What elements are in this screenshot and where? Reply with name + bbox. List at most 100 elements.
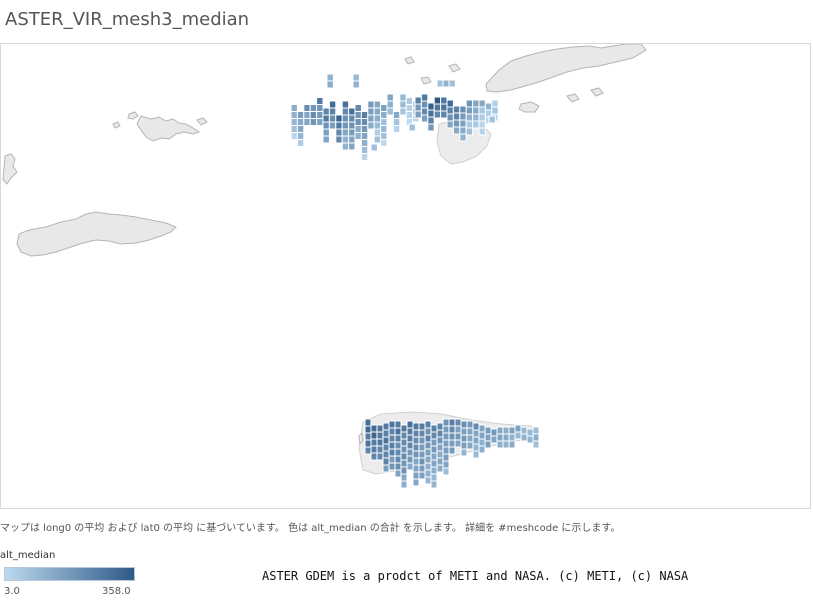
mesh-cell[interactable] bbox=[430, 466, 438, 475]
mesh-cell[interactable] bbox=[406, 427, 414, 436]
mesh-cell[interactable] bbox=[436, 79, 444, 88]
mesh-cell[interactable] bbox=[440, 110, 448, 119]
map-view[interactable] bbox=[0, 43, 811, 509]
mesh-cell[interactable] bbox=[420, 100, 429, 109]
mesh-cell[interactable] bbox=[380, 118, 388, 126]
mesh-cell[interactable] bbox=[459, 119, 467, 128]
mesh-cell[interactable] bbox=[394, 434, 402, 443]
mesh-cell[interactable] bbox=[360, 153, 369, 161]
mesh-cell[interactable] bbox=[526, 428, 534, 437]
mesh-cell[interactable] bbox=[430, 473, 438, 482]
mesh-cell[interactable] bbox=[380, 139, 388, 147]
mesh-cell[interactable] bbox=[414, 103, 422, 112]
mesh-cell[interactable] bbox=[382, 429, 390, 438]
mesh-cell[interactable] bbox=[400, 459, 408, 468]
mesh-cell[interactable] bbox=[400, 480, 408, 489]
mesh-cell[interactable] bbox=[472, 422, 480, 431]
mesh-cell[interactable] bbox=[348, 135, 356, 144]
mesh-cell[interactable] bbox=[412, 457, 420, 466]
mesh-cell[interactable] bbox=[424, 455, 432, 464]
mesh-cell[interactable] bbox=[394, 455, 402, 464]
mesh-cell[interactable] bbox=[354, 118, 362, 126]
mesh-cell[interactable] bbox=[440, 103, 448, 112]
mesh-cell[interactable] bbox=[427, 116, 435, 125]
mesh-cell[interactable] bbox=[348, 128, 356, 137]
mesh-cell[interactable] bbox=[496, 440, 504, 449]
mesh-cell[interactable] bbox=[322, 128, 330, 137]
mesh-cell[interactable] bbox=[472, 450, 480, 459]
mesh-cell[interactable] bbox=[406, 434, 414, 443]
mesh-cell[interactable] bbox=[478, 445, 486, 454]
mesh-cell[interactable] bbox=[354, 104, 362, 112]
mesh-cell[interactable] bbox=[328, 107, 337, 116]
mesh-cell[interactable] bbox=[502, 433, 510, 442]
mesh-cell[interactable] bbox=[373, 135, 382, 144]
mesh-cell[interactable] bbox=[478, 431, 486, 440]
mesh-cell[interactable] bbox=[388, 434, 396, 443]
mesh-cell[interactable] bbox=[388, 455, 396, 464]
mesh-cell[interactable] bbox=[341, 142, 350, 151]
mesh-cell[interactable] bbox=[448, 79, 456, 88]
mesh-cell[interactable] bbox=[328, 100, 337, 109]
mesh-cell[interactable] bbox=[360, 111, 369, 119]
mesh-cell[interactable] bbox=[466, 441, 474, 450]
mesh-cell[interactable] bbox=[436, 436, 444, 445]
mesh-cell[interactable] bbox=[418, 471, 426, 480]
mesh-cell[interactable] bbox=[382, 422, 390, 431]
mesh-cell[interactable] bbox=[448, 432, 456, 441]
mesh-cell[interactable] bbox=[373, 100, 382, 109]
mesh-cell[interactable] bbox=[430, 452, 438, 461]
mesh-cell[interactable] bbox=[399, 107, 407, 116]
mesh-cell[interactable] bbox=[465, 127, 474, 136]
mesh-cell[interactable] bbox=[392, 125, 401, 133]
mesh-cell[interactable] bbox=[382, 450, 390, 459]
mesh-cell[interactable] bbox=[341, 107, 350, 116]
mesh-cell[interactable] bbox=[290, 118, 298, 126]
mesh-cell[interactable] bbox=[502, 440, 510, 449]
mesh-cell[interactable] bbox=[424, 476, 432, 485]
mesh-cell[interactable] bbox=[335, 135, 343, 144]
mesh-cell[interactable] bbox=[316, 118, 324, 126]
mesh-cell[interactable] bbox=[406, 441, 414, 450]
mesh-cell[interactable] bbox=[478, 127, 486, 136]
mesh-cell[interactable] bbox=[400, 431, 408, 440]
mesh-cell[interactable] bbox=[465, 120, 474, 129]
mesh-cell[interactable] bbox=[452, 105, 461, 114]
mesh-cell[interactable] bbox=[380, 104, 388, 112]
mesh-cell[interactable] bbox=[459, 126, 467, 135]
mesh-cell[interactable] bbox=[442, 432, 450, 441]
mesh-cell[interactable] bbox=[367, 114, 375, 123]
mesh-cell[interactable] bbox=[436, 443, 444, 452]
mesh-cell[interactable] bbox=[364, 425, 372, 434]
mesh-cell[interactable] bbox=[412, 422, 420, 431]
mesh-cell[interactable] bbox=[442, 439, 450, 448]
mesh-cell[interactable] bbox=[296, 132, 305, 140]
mesh-cell[interactable] bbox=[322, 121, 330, 130]
mesh-cell[interactable] bbox=[454, 432, 462, 441]
mesh-cell[interactable] bbox=[436, 429, 444, 438]
mesh-cell[interactable] bbox=[406, 455, 414, 464]
mesh-cell[interactable] bbox=[418, 436, 426, 445]
mesh-cell[interactable] bbox=[424, 441, 432, 450]
mesh-cell[interactable] bbox=[370, 438, 378, 447]
mesh-cell[interactable] bbox=[400, 473, 408, 482]
mesh-cell[interactable] bbox=[399, 100, 407, 109]
mesh-cell[interactable] bbox=[373, 107, 382, 116]
mesh-cell[interactable] bbox=[436, 457, 444, 466]
mesh-cell[interactable] bbox=[341, 100, 350, 109]
mesh-cell[interactable] bbox=[446, 120, 454, 129]
mesh-cell[interactable] bbox=[341, 128, 350, 137]
mesh-cell[interactable] bbox=[448, 425, 456, 434]
mesh-cell[interactable] bbox=[459, 112, 467, 121]
mesh-cell[interactable] bbox=[424, 427, 432, 436]
mesh-cell[interactable] bbox=[408, 123, 416, 132]
mesh-cell[interactable] bbox=[418, 443, 426, 452]
mesh-cell[interactable] bbox=[364, 432, 372, 441]
mesh-cell[interactable] bbox=[442, 446, 450, 455]
mesh-cell[interactable] bbox=[335, 128, 343, 137]
mesh-cell[interactable] bbox=[360, 118, 369, 126]
mesh-cell[interactable] bbox=[490, 435, 498, 444]
mesh-cell[interactable] bbox=[430, 431, 438, 440]
mesh-cell[interactable] bbox=[360, 146, 369, 154]
mesh-cell[interactable] bbox=[430, 459, 438, 468]
